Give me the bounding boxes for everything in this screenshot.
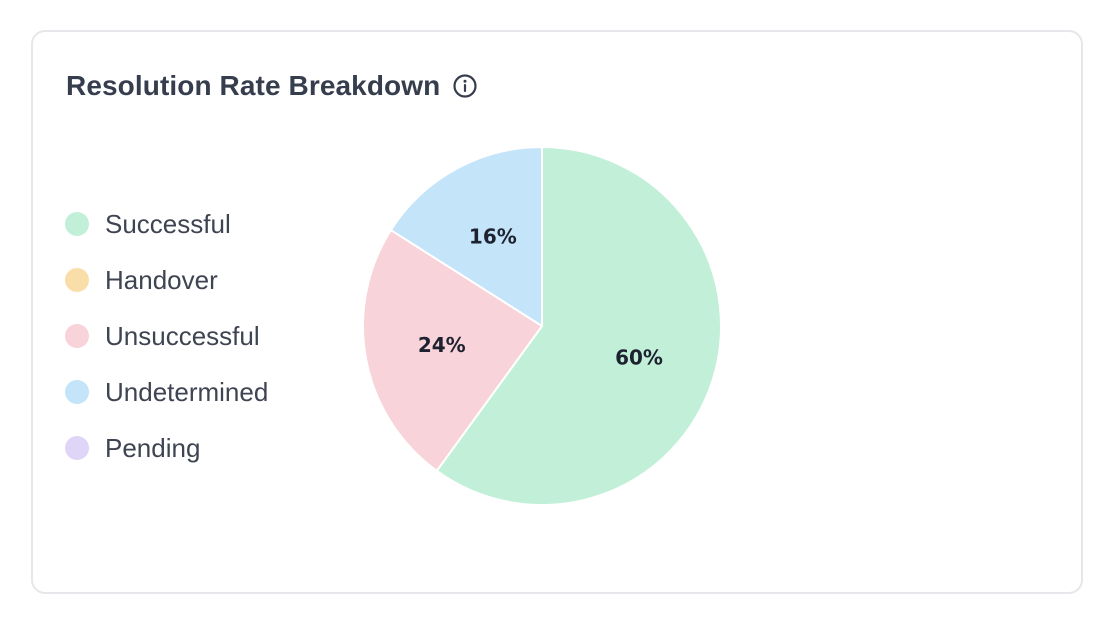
legend-dot	[65, 324, 89, 348]
legend-label: Unsuccessful	[105, 320, 260, 351]
legend-label: Pending	[105, 432, 201, 463]
pie-slice-undetermined[interactable]	[389, 146, 543, 327]
info-circle-icon[interactable]	[452, 73, 478, 99]
legend-item-unsuccessful[interactable]: Unsuccessful	[65, 308, 268, 364]
legend-dot	[65, 212, 89, 236]
resolution-rate-card: Resolution Rate Breakdown Successful Hand…	[31, 30, 1083, 594]
legend-dot	[65, 268, 89, 292]
legend-label: Handover	[105, 264, 218, 295]
chart-legend: Successful Handover Unsuccessful Undetermin…	[65, 196, 268, 476]
card-title: Resolution Rate Breakdown	[66, 70, 441, 101]
legend-dot	[65, 436, 89, 460]
legend-item-handover[interactable]: Handover	[65, 252, 268, 308]
legend-item-pending[interactable]: Pending	[65, 420, 268, 476]
legend-label: Successful	[105, 208, 231, 239]
legend-item-undetermined[interactable]: Undetermined	[65, 364, 268, 420]
pie-slice-unsuccessful[interactable]	[362, 229, 543, 472]
legend-item-successful[interactable]: Successful	[65, 196, 268, 252]
legend-label: Undetermined	[105, 376, 269, 407]
card-header: Resolution Rate Breakdown	[66, 70, 478, 102]
pie-slice-successful[interactable]	[435, 146, 722, 506]
legend-dot	[65, 380, 89, 404]
